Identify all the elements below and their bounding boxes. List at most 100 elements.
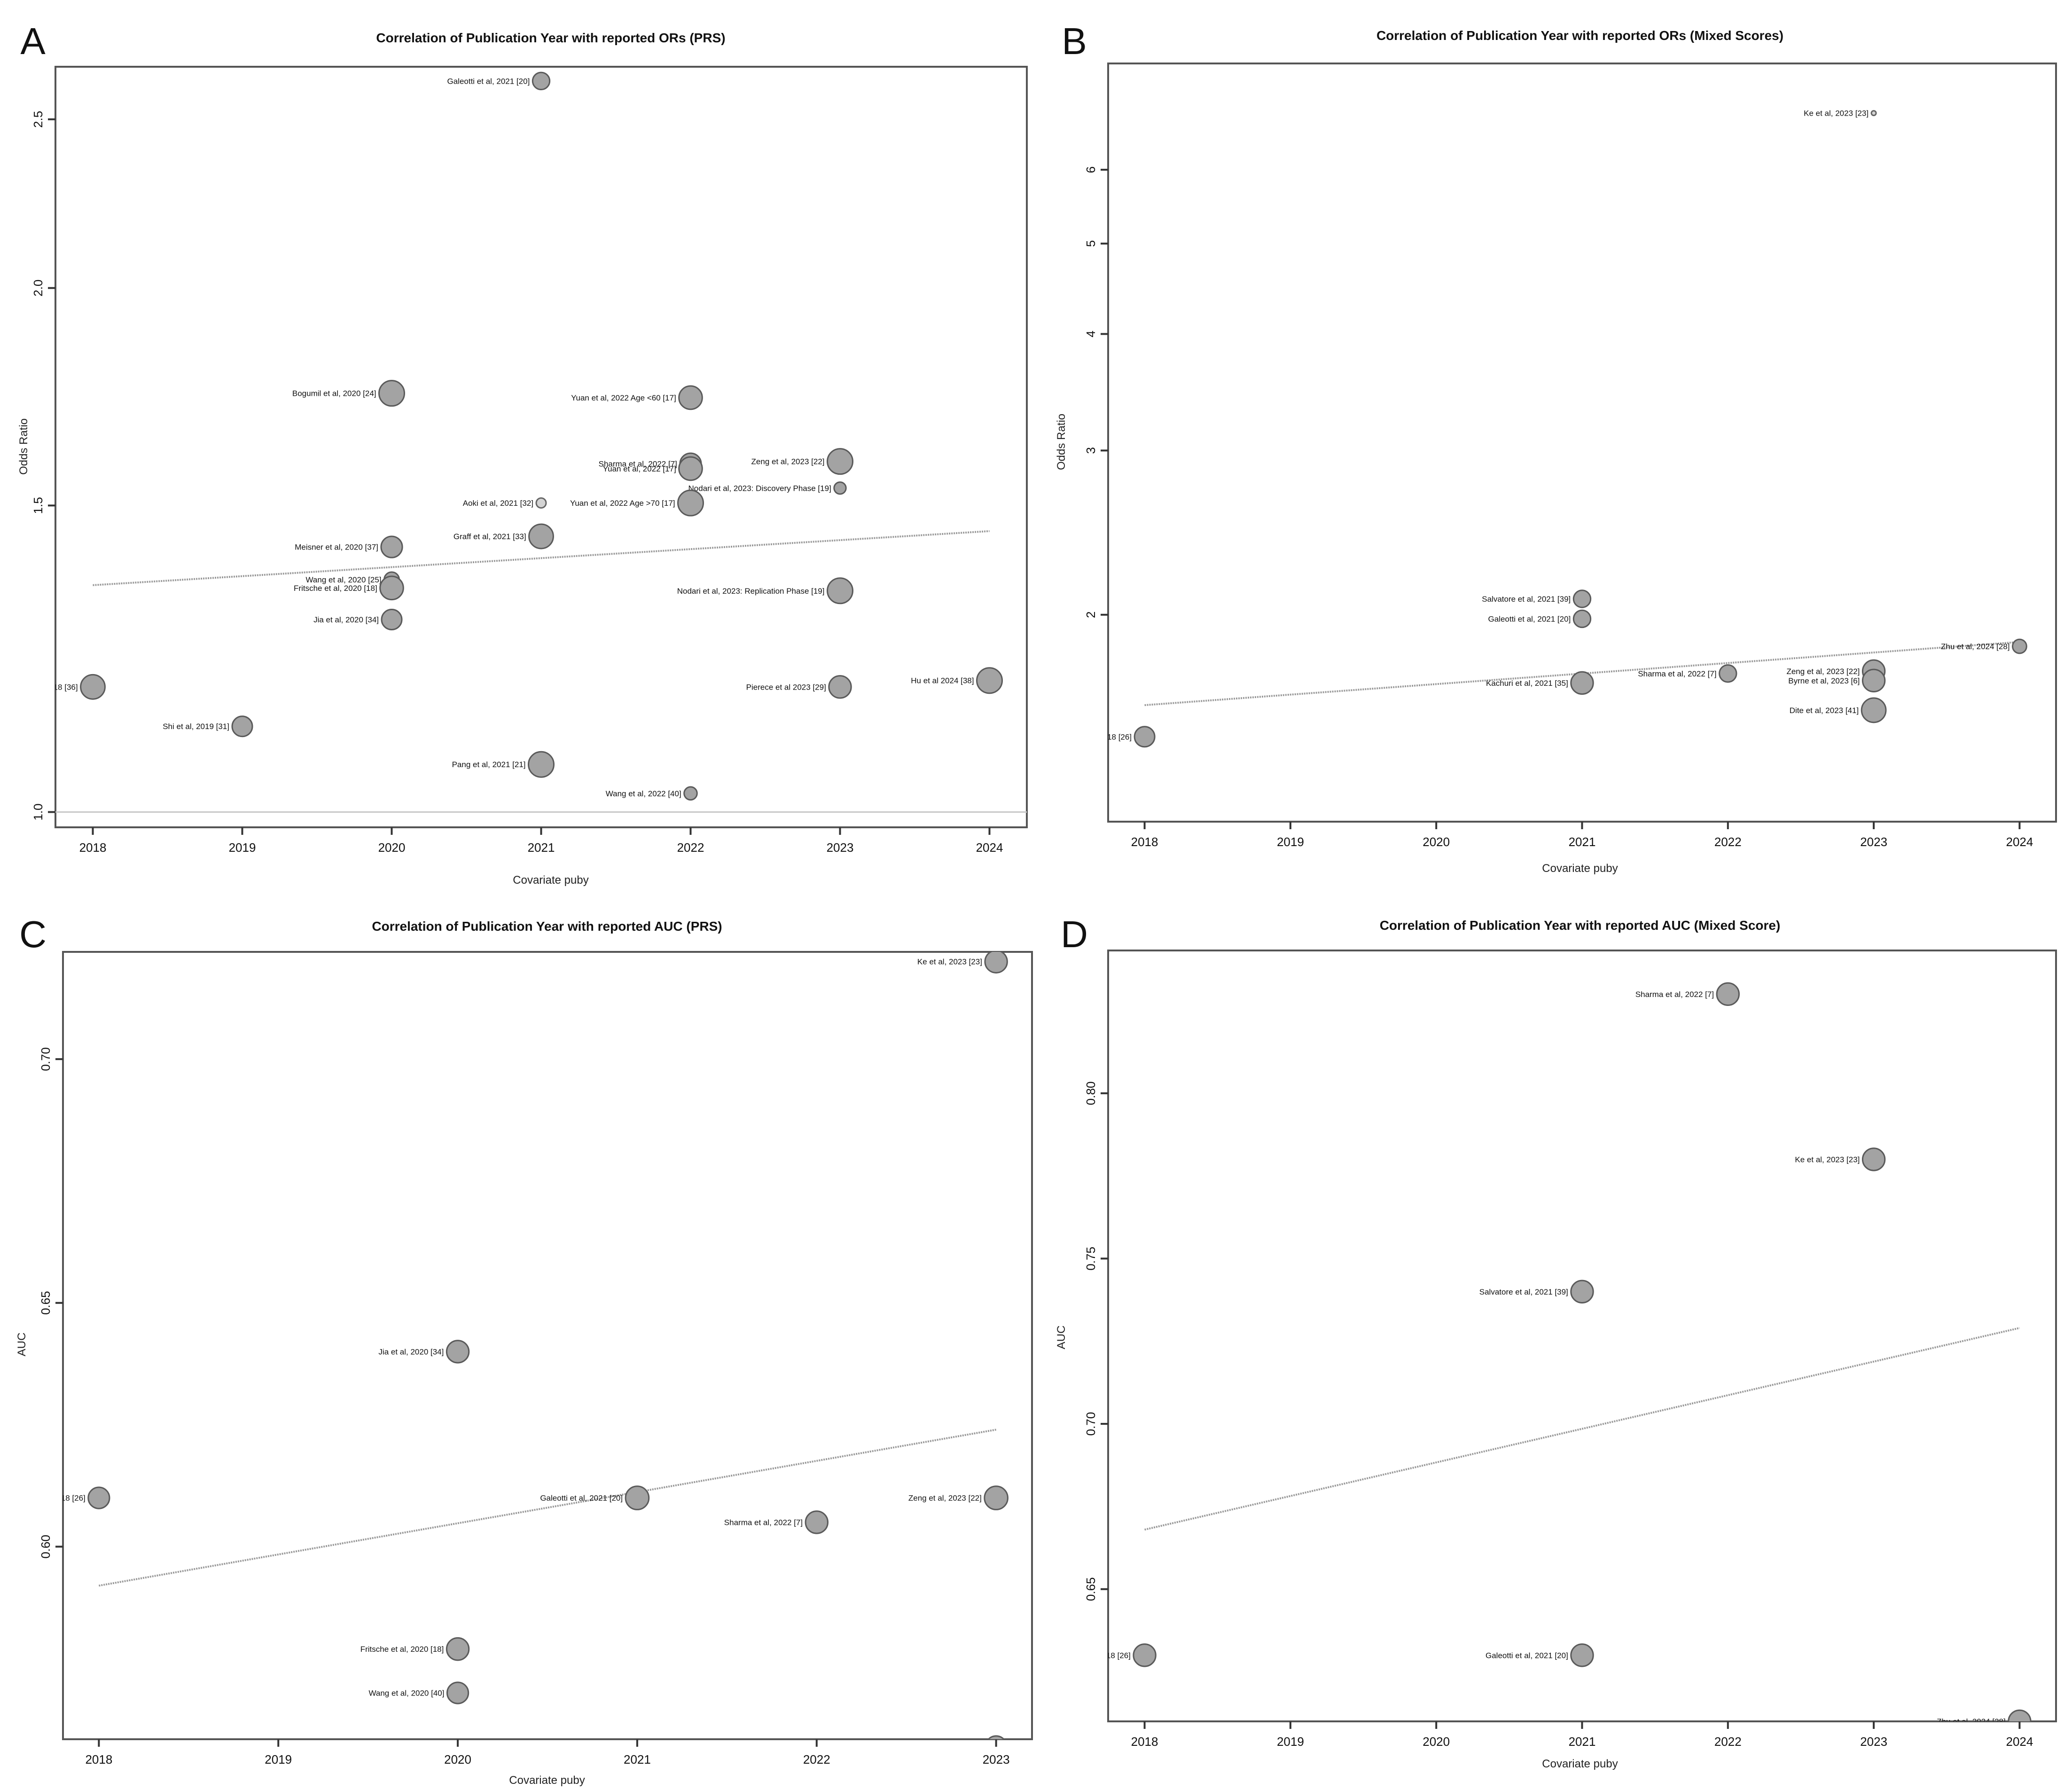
x-tick-label: 2021 (528, 840, 555, 855)
y-tick-label: 3 (1084, 447, 1098, 454)
data-point (1133, 1643, 1157, 1667)
y-tick-label: 0.65 (1084, 1577, 1098, 1601)
y-axis-label: AUC (1055, 1326, 1068, 1350)
data-point (683, 786, 698, 801)
panel-letter: D (1061, 913, 1088, 955)
data-point-label: Galeotti et al, 2021 [20] (1486, 1651, 1568, 1660)
y-tick-label: 6 (1084, 166, 1098, 173)
data-point-label: Wang et al, 2020 [40] (368, 1688, 444, 1697)
x-tick-label: 2020 (444, 1752, 471, 1766)
data-point-label: Graff et al, 2021 [33] (453, 532, 526, 541)
data-point-label: Galeotti et al, 2021 [20] (540, 1494, 623, 1503)
data-point-label: Shi et al, 2019 [31] (163, 722, 229, 731)
data-point-label: Bogumil et al, 2020 [24] (292, 389, 376, 398)
data-point (2008, 1709, 2032, 1721)
y-tick-label: 0.65 (39, 1291, 53, 1315)
data-point-label: Wang et al, 2022 [40] (606, 789, 681, 798)
data-points: Sharma et al, 2022 [7] Ke et al, 2023 [23… (1097, 982, 2032, 1726)
panel-letter: C (19, 913, 47, 955)
data-point-label: Galeotti et al, 2021 [20] (1488, 614, 1571, 623)
x-tick-label: 2023 (983, 1752, 1010, 1766)
x-tick-label: 2024 (976, 840, 1003, 855)
data-point (1719, 664, 1737, 683)
data-point-label: 2018 [26] (1097, 1651, 1131, 1660)
data-point (528, 751, 555, 778)
data-point-label: Jia et al, 2020 [34] (313, 615, 379, 624)
data-point (827, 448, 853, 475)
y-tick-label: 0.60 (39, 1535, 53, 1559)
data-point (1861, 1147, 1886, 1171)
data-point (678, 385, 703, 410)
data-point-label: Yuan et al, 2022 Age <60 [17] (571, 393, 676, 402)
x-tick-label: 2019 (1277, 835, 1304, 849)
x-tick-label: 2022 (803, 1752, 830, 1766)
data-point (827, 577, 853, 605)
y-tick-label: 2 (1084, 612, 1098, 618)
data-point (381, 608, 403, 630)
data-point-label: Zhu et al, 2024 [28] (1941, 642, 2010, 651)
data-point-label: Sharma et al, 2022 [7] (724, 1518, 803, 1527)
x-tick-label: 2018 (79, 840, 107, 855)
data-point-label: Zeng et al, 2023 [22] (908, 1494, 982, 1503)
data-point-label: Kachuri et al, 2021 [35] (1486, 679, 1568, 688)
x-tick-label: 2023 (1860, 1735, 1887, 1749)
y-tick-label: 5 (1084, 240, 1098, 247)
data-point (1570, 1643, 1594, 1667)
data-point (1572, 589, 1592, 608)
x-tick-label: 2023 (1860, 835, 1887, 849)
x-tick-label: 2020 (1423, 1735, 1450, 1749)
data-point (446, 1681, 469, 1704)
regression-line (93, 530, 990, 586)
x-tick-label: 2022 (1714, 1735, 1742, 1749)
data-point-label: Pierece et al 2023 [29] (903, 1743, 983, 1751)
data-point (1861, 697, 1887, 723)
x-tick-label: 2018 (85, 1752, 112, 1766)
chart-panel-c: C Correlation of Publication Year with re… (16, 913, 1033, 1787)
chart-panel-a: A Correlation of Publication Year with re… (17, 20, 1028, 887)
y-axis-label: Odds Ratio (17, 418, 30, 475)
y-axis-label: AUC (16, 1333, 28, 1357)
plot-area (1107, 950, 2057, 1722)
data-point-label: Zeng et al, 2023 [22] (751, 457, 825, 466)
data-point (535, 497, 547, 509)
data-point (987, 1735, 1005, 1739)
data-point-label: Zhu et al, 2024 [28] (1937, 1717, 2006, 1726)
data-point-label: Hu et al 2024 [38] (911, 676, 974, 685)
data-point (828, 675, 852, 699)
data-point-label: 2018 [26] (52, 1494, 86, 1503)
y-tick-label: 1.5 (31, 497, 45, 514)
data-point (1870, 110, 1877, 117)
data-point (1134, 726, 1156, 748)
chart-title: Correlation of Publication Year with rep… (372, 919, 722, 934)
x-tick-label: 2024 (2006, 1735, 2033, 1749)
data-point (380, 535, 403, 558)
plot-area (62, 951, 1033, 1740)
data-point-label: Fritsche et al, 2020 [18] (294, 584, 377, 593)
data-point (378, 380, 405, 407)
data-point-label: Nodari et al, 2023: Discovery Phase [19] (688, 484, 831, 493)
data-point (80, 674, 106, 700)
data-point (625, 1485, 650, 1510)
data-point-label: Sharma et al, 2022 [7] (599, 460, 677, 469)
y-tick-label: 0.70 (39, 1047, 53, 1071)
x-tick-label: 2019 (265, 1752, 292, 1766)
plot-area (1107, 63, 2057, 823)
x-tick-label: 2021 (624, 1752, 651, 1766)
data-point-label: Pierece et al 2023 [29] (746, 683, 826, 691)
x-axis-label: Covariate puby (509, 1774, 585, 1787)
x-tick-label: 2020 (1423, 835, 1450, 849)
x-tick-label: 2021 (1569, 1735, 1596, 1749)
data-point (379, 575, 404, 601)
plot-area (55, 66, 1028, 828)
data-point (528, 523, 554, 550)
panel-letter: B (1062, 20, 1087, 62)
data-points: Galeotti et al, 2021 [20] Bogumil et al, … (55, 71, 1003, 801)
data-point (833, 481, 847, 495)
data-point-label: Yuan et al, 2022 Age >70 [17] (570, 499, 675, 508)
y-tick-label: 2.0 (31, 280, 45, 297)
x-tick-label: 2019 (1277, 1735, 1304, 1749)
chart-panel-d: D Correlation of Publication Year with re… (1055, 913, 2057, 1770)
chart-title: Correlation of Publication Year with rep… (1376, 28, 1783, 43)
data-point (1570, 1280, 1594, 1303)
